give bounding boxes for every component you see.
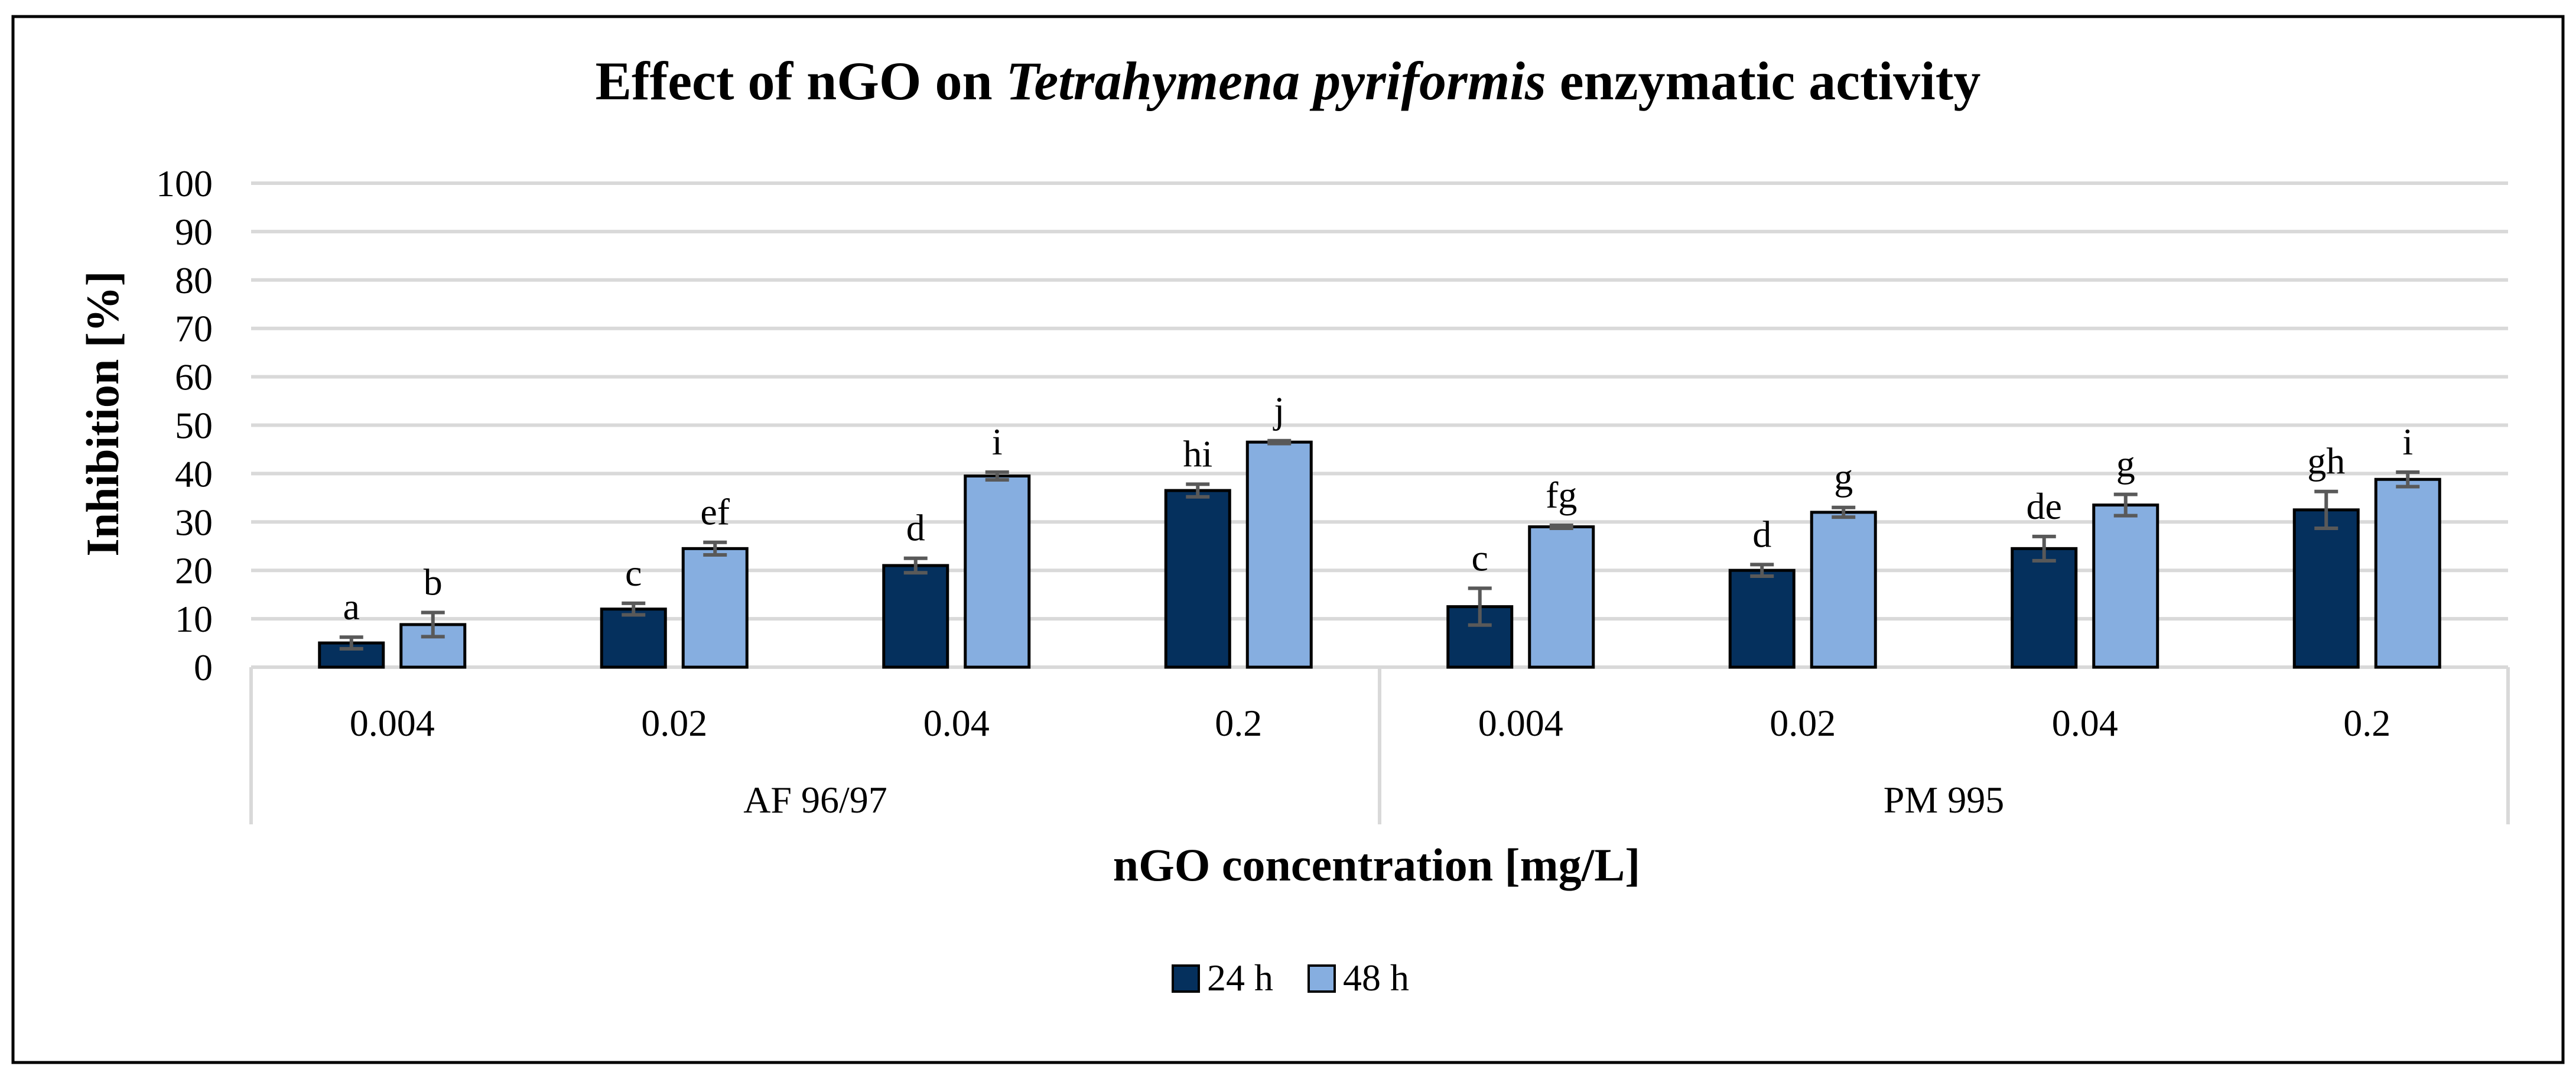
chart-title-part: Tetrahymena pyriformis	[1006, 51, 1546, 111]
group-label: PM 995	[1884, 779, 2005, 821]
significance-label: fg	[1546, 474, 1577, 516]
chart-title-part: Effect of nGO on	[596, 51, 1006, 111]
y-tick-label: 20	[175, 550, 213, 592]
y-tick-label: 60	[175, 356, 213, 398]
legend: 24 h 48 h	[1172, 957, 1409, 999]
significance-label: g	[2116, 443, 2135, 485]
significance-label: g	[1834, 456, 1853, 498]
y-tick-label: 40	[175, 453, 213, 495]
y-tick-label: 10	[175, 598, 213, 640]
y-tick-label: 30	[175, 501, 213, 543]
category-label: 0.2	[1215, 702, 1262, 744]
error-bar	[339, 635, 363, 651]
category-label: 0.04	[923, 702, 990, 744]
error-bar	[1832, 505, 1856, 519]
y-tick-labels: 0 10 20 30 40 50 60 70 80 90 100	[156, 163, 213, 688]
chart-title-part: enzymatic activity	[1546, 51, 1981, 111]
error-bar	[1549, 524, 1573, 530]
error-bar	[622, 601, 646, 617]
error-bar	[703, 540, 727, 557]
significance-label: c	[1472, 537, 1488, 579]
significance-label: i	[2402, 421, 2413, 463]
bar	[1810, 511, 1877, 669]
bar	[681, 547, 749, 669]
bar	[2292, 508, 2360, 669]
error-bar	[985, 470, 1009, 482]
y-tick-label: 0	[194, 646, 213, 688]
category-label: 0.004	[1478, 702, 1563, 744]
y-axis-title: Inhibition [%]	[77, 271, 128, 556]
legend-label: 48 h	[1343, 957, 1409, 999]
bar	[1245, 440, 1313, 669]
bar	[1528, 525, 1595, 669]
significance-label: d	[1752, 513, 1771, 555]
bar	[964, 474, 1031, 669]
significance-label: de	[2027, 485, 2062, 527]
error-bar	[2113, 492, 2138, 518]
significance-label: i	[992, 421, 1003, 463]
y-tick-label: 80	[175, 259, 213, 301]
error-bar	[2032, 534, 2056, 563]
significance-label: b	[424, 561, 443, 603]
significance-label: j	[1273, 389, 1284, 431]
bars: a c d hi c d de gh b ef i j fg g g i	[318, 389, 2441, 669]
legend-label: 24 h	[1207, 957, 1273, 999]
significance-label: gh	[2307, 440, 2345, 482]
error-bar	[1267, 438, 1292, 446]
significance-label: ef	[700, 491, 730, 533]
bar	[600, 607, 667, 669]
significance-label: c	[625, 552, 642, 594]
bar	[882, 564, 949, 669]
error-bar	[421, 610, 445, 639]
error-bar	[2314, 489, 2338, 530]
error-bar	[2396, 470, 2420, 489]
y-tick-label: 90	[175, 211, 213, 253]
group-label: AF 96/97	[743, 779, 887, 821]
category-label: 0.2	[2343, 702, 2390, 744]
error-bar	[1750, 563, 1774, 579]
error-bar	[1186, 482, 1210, 499]
bar	[1728, 568, 1796, 669]
legend-swatch	[1307, 964, 1336, 993]
bar	[2374, 477, 2441, 669]
chart-title: Effect of nGO on Tetrahymena pyriformis …	[596, 51, 1981, 111]
category-label: 0.02	[1770, 702, 1836, 744]
x-axis-title: nGO concentration [mg/L]	[1113, 839, 1641, 891]
error-bar	[903, 556, 928, 575]
significance-label: a	[343, 586, 360, 628]
y-tick-label: 100	[156, 163, 213, 204]
significance-label: d	[906, 507, 925, 549]
bar	[1164, 489, 1231, 669]
legend-swatch	[1172, 964, 1200, 993]
bar	[2011, 547, 2078, 669]
category-label: 0.004	[350, 702, 435, 744]
category-label: 0.02	[641, 702, 707, 744]
bar	[2092, 503, 2159, 669]
y-tick-label: 70	[175, 308, 213, 350]
category-label: 0.04	[2052, 702, 2118, 744]
error-bar	[1468, 586, 1492, 627]
y-tick-label: 50	[175, 405, 213, 447]
significance-label: hi	[1183, 433, 1212, 475]
